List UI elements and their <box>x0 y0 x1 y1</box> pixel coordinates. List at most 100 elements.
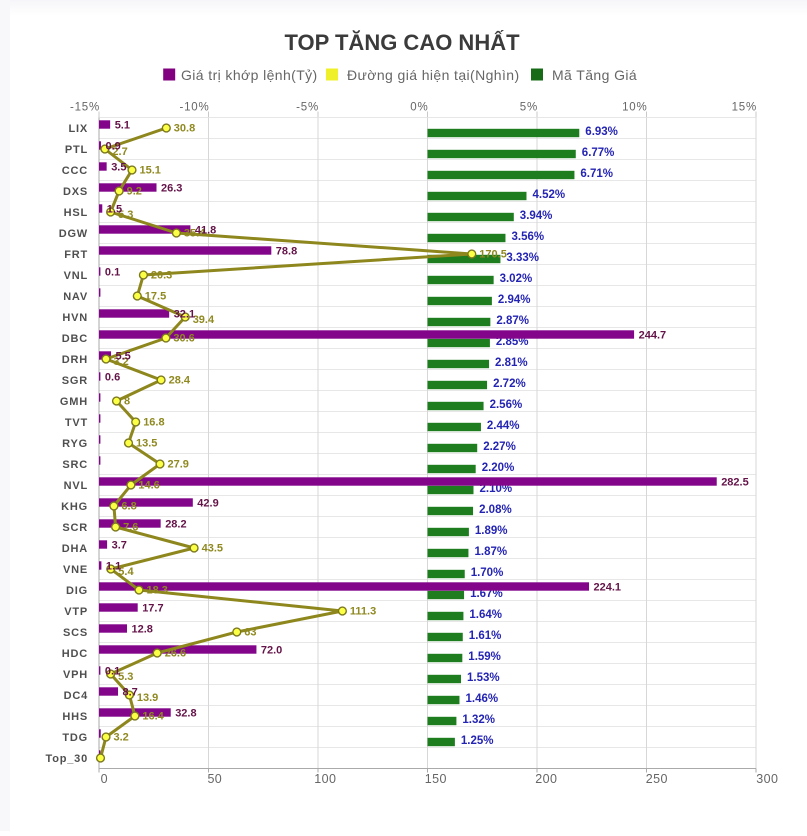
svg-text:150: 150 <box>425 772 447 786</box>
svg-text:1.53%: 1.53% <box>467 672 500 684</box>
svg-text:TOP TĂNG CAO NHẤT: TOP TĂNG CAO NHẤT <box>284 30 520 55</box>
svg-text:15.1: 15.1 <box>140 165 161 177</box>
svg-text:5.1: 5.1 <box>115 119 130 131</box>
svg-text:41.8: 41.8 <box>195 224 216 236</box>
svg-text:2.94%: 2.94% <box>498 294 531 306</box>
svg-text:3.7: 3.7 <box>112 539 127 551</box>
svg-text:-10%: -10% <box>179 102 209 114</box>
svg-text:6.8: 6.8 <box>121 501 136 513</box>
svg-text:0.9: 0.9 <box>106 140 121 152</box>
svg-text:244.7: 244.7 <box>639 329 667 341</box>
svg-text:111.3: 111.3 <box>350 606 376 618</box>
svg-text:170.5: 170.5 <box>479 249 507 261</box>
svg-text:1.67%: 1.67% <box>470 588 503 600</box>
svg-text:2.08%: 2.08% <box>479 504 512 516</box>
svg-text:DIG: DIG <box>66 585 88 597</box>
svg-text:3.33%: 3.33% <box>506 252 539 264</box>
svg-text:0.1: 0.1 <box>105 266 120 278</box>
svg-text:300: 300 <box>756 772 778 786</box>
svg-text:8.7: 8.7 <box>123 686 138 698</box>
svg-text:17.5: 17.5 <box>145 291 166 303</box>
svg-text:28.4: 28.4 <box>169 375 191 387</box>
svg-text:1.1: 1.1 <box>106 560 121 572</box>
svg-text:4.52%: 4.52% <box>533 189 566 201</box>
svg-text:6.93%: 6.93% <box>585 126 618 138</box>
svg-text:16.4: 16.4 <box>142 711 164 723</box>
svg-text:78.8: 78.8 <box>276 245 297 257</box>
svg-text:LIX: LIX <box>68 123 88 135</box>
svg-text:VNL: VNL <box>64 270 88 282</box>
svg-text:42.9: 42.9 <box>197 497 218 509</box>
svg-text:28.2: 28.2 <box>165 518 186 530</box>
svg-text:DHA: DHA <box>62 543 88 555</box>
svg-text:1.87%: 1.87% <box>475 546 508 558</box>
svg-text:0%: 0% <box>410 102 428 114</box>
svg-text:HSL: HSL <box>64 207 88 219</box>
svg-text:Đường giá hiện tại(Nghìn): Đường giá hiện tại(Nghìn) <box>347 67 520 83</box>
svg-text:0: 0 <box>101 772 108 786</box>
svg-text:-15%: -15% <box>70 102 100 114</box>
svg-text:20.3: 20.3 <box>151 270 172 282</box>
svg-text:3.94%: 3.94% <box>520 210 553 222</box>
svg-text:100: 100 <box>314 772 336 786</box>
svg-text:2.44%: 2.44% <box>487 420 520 432</box>
svg-text:0.1: 0.1 <box>105 665 120 677</box>
svg-text:2.72%: 2.72% <box>493 378 526 390</box>
svg-text:18.3: 18.3 <box>147 585 168 597</box>
svg-text:HHS: HHS <box>62 711 88 723</box>
svg-text:15%: 15% <box>732 102 757 114</box>
svg-text:10%: 10% <box>622 102 647 114</box>
svg-text:1.70%: 1.70% <box>471 567 504 579</box>
svg-text:2.87%: 2.87% <box>496 315 529 327</box>
svg-text:8: 8 <box>124 396 130 408</box>
svg-text:DC4: DC4 <box>64 690 88 702</box>
svg-text:3.2: 3.2 <box>114 356 129 368</box>
svg-text:VPH: VPH <box>63 669 88 681</box>
svg-text:27.9: 27.9 <box>168 459 189 471</box>
svg-text:224.1: 224.1 <box>594 581 622 593</box>
svg-text:2.81%: 2.81% <box>495 357 528 369</box>
svg-text:2.85%: 2.85% <box>496 336 529 348</box>
svg-text:VNE: VNE <box>63 564 88 576</box>
svg-text:2.20%: 2.20% <box>482 462 515 474</box>
svg-text:30.8: 30.8 <box>174 123 195 135</box>
svg-text:DRH: DRH <box>62 354 88 366</box>
svg-text:5.3: 5.3 <box>118 209 133 221</box>
svg-text:3.5: 3.5 <box>111 161 126 173</box>
svg-text:6.77%: 6.77% <box>582 147 615 159</box>
svg-text:39.4: 39.4 <box>193 314 215 326</box>
svg-text:2.56%: 2.56% <box>490 399 523 411</box>
svg-text:1.61%: 1.61% <box>469 630 502 642</box>
svg-text:9.2: 9.2 <box>127 186 142 198</box>
svg-text:50: 50 <box>207 772 222 786</box>
svg-text:13.9: 13.9 <box>137 692 158 704</box>
svg-text:250: 250 <box>646 772 668 786</box>
svg-text:26.6: 26.6 <box>165 648 186 660</box>
svg-text:3.2: 3.2 <box>114 732 129 744</box>
svg-text:1.89%: 1.89% <box>475 525 508 537</box>
svg-text:DBC: DBC <box>62 333 88 345</box>
svg-text:SCS: SCS <box>63 627 88 639</box>
svg-text:1.32%: 1.32% <box>462 714 495 726</box>
svg-text:43.5: 43.5 <box>202 543 223 555</box>
svg-text:RYG: RYG <box>62 438 88 450</box>
svg-text:TVT: TVT <box>65 417 88 429</box>
svg-text:Top_30: Top_30 <box>46 753 89 765</box>
svg-text:Mã Tăng Giá: Mã Tăng Giá <box>552 67 637 83</box>
svg-text:-5%: -5% <box>296 102 319 114</box>
svg-text:DXS: DXS <box>63 186 88 198</box>
svg-text:3.56%: 3.56% <box>512 231 545 243</box>
svg-text:1.59%: 1.59% <box>468 651 501 663</box>
svg-text:2.10%: 2.10% <box>480 483 513 495</box>
svg-text:NVL: NVL <box>64 480 88 492</box>
svg-text:6.71%: 6.71% <box>580 168 613 180</box>
svg-text:17.7: 17.7 <box>142 602 163 614</box>
svg-text:GMH: GMH <box>60 396 88 408</box>
svg-text:NAV: NAV <box>63 291 88 303</box>
svg-text:5.5: 5.5 <box>116 350 131 362</box>
svg-text:FRT: FRT <box>64 249 88 261</box>
svg-text:72.0: 72.0 <box>261 644 282 656</box>
svg-text:7.6: 7.6 <box>123 522 138 534</box>
svg-text:CCC: CCC <box>62 165 88 177</box>
svg-text:1.5: 1.5 <box>107 203 122 215</box>
